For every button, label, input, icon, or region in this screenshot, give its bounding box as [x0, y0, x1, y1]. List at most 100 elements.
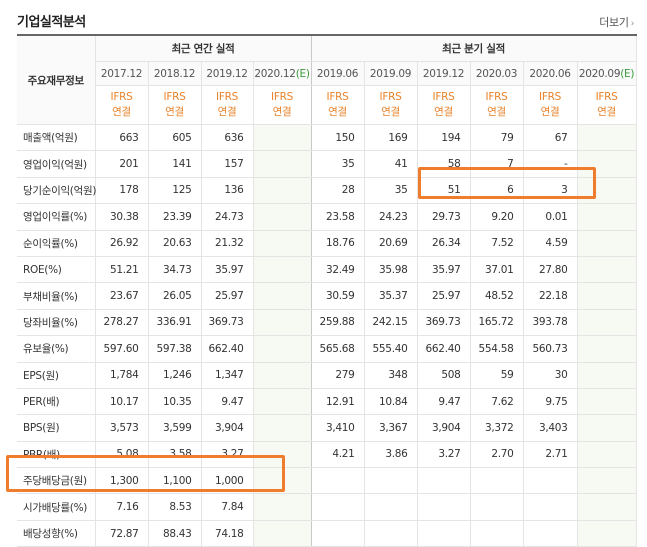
- row-label: 영업이익률(%): [17, 203, 96, 231]
- period-label: 2018.12: [153, 67, 196, 80]
- value-cell: 278.27: [95, 309, 149, 337]
- basis-header: IFRS 연결: [523, 85, 578, 125]
- value-cell: [253, 150, 312, 178]
- value-cell: [577, 177, 637, 205]
- period-label: 2020.06: [529, 67, 571, 80]
- value-cell: 28: [311, 177, 365, 205]
- value-cell: [253, 256, 312, 284]
- period-label: 2019.06: [316, 67, 359, 80]
- value-cell: 2.70: [470, 441, 524, 469]
- period-header: 2020.06: [523, 61, 578, 86]
- basis-standard: IFRS: [163, 91, 186, 103]
- basis-consolidated: 연결: [540, 106, 560, 118]
- basis-standard: IFRS: [110, 91, 133, 103]
- value-cell: 29.73: [417, 203, 471, 231]
- period-header: 2020.03: [470, 61, 524, 86]
- value-cell: 35: [364, 177, 418, 205]
- value-cell: 35.37: [364, 282, 418, 310]
- value-cell: 24.23: [364, 203, 418, 231]
- row-label: 영업이익(억원): [17, 150, 96, 178]
- value-cell: 3,904: [417, 414, 471, 442]
- value-cell: 9.47: [417, 388, 471, 416]
- value-cell: 10.17: [95, 388, 149, 416]
- value-cell: 7.52: [470, 230, 524, 257]
- value-cell: 3,410: [311, 414, 365, 442]
- value-cell: 3,367: [364, 414, 418, 442]
- value-cell: 165.72: [470, 309, 524, 337]
- basis-consolidated: 연결: [381, 106, 400, 118]
- value-cell: 26.92: [95, 230, 149, 257]
- basis-header: IFRS 연결: [470, 85, 524, 125]
- value-cell: 169: [364, 123, 418, 152]
- table-row: 배당성향(%) 72.87 88.43 74.18: [17, 520, 637, 547]
- value-cell: 662.40: [417, 335, 471, 363]
- value-cell: 26.34: [417, 230, 471, 257]
- table-row: 매출액(억원) 663 605 636 150 169 194 79 67: [17, 123, 637, 152]
- value-cell: 2.71: [523, 441, 578, 469]
- value-cell: 7.16: [95, 493, 149, 521]
- value-cell: 242.15: [364, 309, 418, 337]
- value-cell: [417, 520, 471, 547]
- basis-standard: IFRS: [432, 91, 455, 103]
- value-cell: [253, 282, 312, 310]
- value-cell: [253, 203, 312, 231]
- value-cell: 194: [417, 123, 471, 152]
- basis-standard: IFRS: [595, 91, 618, 103]
- period-header: 2019.12: [201, 61, 254, 86]
- row-label: PER(배): [17, 388, 96, 416]
- period-label: 2020.09: [578, 67, 621, 80]
- value-cell: 88.43: [148, 520, 202, 547]
- value-cell: 1,784: [95, 361, 149, 389]
- value-cell: 150: [311, 123, 365, 152]
- value-cell: 8.53: [148, 493, 202, 521]
- row-label: 당좌비율(%): [17, 309, 96, 337]
- value-cell: 3,403: [523, 414, 578, 442]
- value-cell: 597.38: [148, 335, 202, 363]
- value-cell: 201: [95, 150, 149, 178]
- value-cell: 6: [470, 177, 524, 205]
- period-label: 2020.03: [475, 67, 518, 80]
- table-row: PER(배) 10.17 10.35 9.47 12.91 10.84 9.47 7.62 9.…: [17, 388, 637, 416]
- value-cell: [311, 467, 365, 495]
- value-cell: 565.68: [311, 335, 365, 363]
- value-cell: [253, 414, 312, 442]
- value-cell: [364, 493, 418, 521]
- value-cell: [523, 467, 578, 495]
- table-row: 당좌비율(%) 278.27 336.91 369.73 259.88 242.15 369…: [17, 309, 637, 337]
- row-label: 순이익률(%): [17, 230, 96, 257]
- basis-consolidated: 연결: [487, 106, 506, 118]
- basis-header: IFRS 연결: [201, 85, 254, 125]
- period-header: 2020.12(E): [253, 61, 312, 86]
- value-cell: [253, 335, 312, 363]
- value-cell: 22.18: [523, 282, 578, 310]
- basis-header: IFRS 연결: [253, 85, 312, 125]
- value-cell: [470, 520, 524, 547]
- value-cell: 555.40: [364, 335, 418, 363]
- value-cell: [253, 493, 312, 521]
- value-cell: 7: [470, 150, 524, 178]
- basis-standard: IFRS: [216, 91, 238, 103]
- period-header: 2020.09(E): [577, 61, 637, 86]
- value-cell: [577, 493, 637, 521]
- period-label: 2019.09: [369, 67, 412, 80]
- value-cell: [470, 467, 524, 495]
- value-cell: [577, 203, 637, 231]
- value-cell: 597.60: [95, 335, 149, 363]
- basis-consolidated: 연결: [217, 106, 237, 118]
- value-cell: 35.98: [364, 256, 418, 284]
- basis-header: IFRS 연결: [95, 85, 149, 125]
- row-label: EPS(원): [17, 361, 96, 389]
- value-cell: 1,000: [201, 467, 254, 495]
- basis-consolidated: 연결: [434, 106, 453, 118]
- row-label: 매출액(억원): [17, 123, 96, 152]
- period-header: 2019.06: [311, 61, 365, 86]
- chevron-right-icon: ›: [630, 19, 635, 29]
- value-cell: [417, 467, 471, 495]
- value-cell: 41: [364, 150, 418, 178]
- group-annual: 최근 연간 실적: [95, 34, 312, 62]
- basis-standard: IFRS: [326, 91, 349, 103]
- value-cell: 30.59: [311, 282, 365, 310]
- value-cell: 23.39: [148, 203, 202, 231]
- value-cell: 25.97: [417, 282, 471, 310]
- more-link[interactable]: 더보기 ›: [599, 14, 634, 30]
